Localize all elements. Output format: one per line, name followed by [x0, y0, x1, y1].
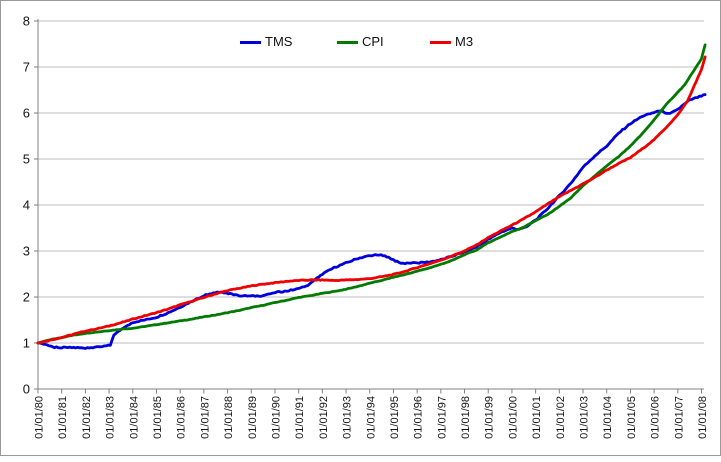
svg-text:01/01/07: 01/01/07 [673, 396, 685, 439]
svg-text:01/01/85: 01/01/85 [152, 396, 164, 439]
svg-text:01/01/87: 01/01/87 [199, 396, 211, 439]
svg-text:01/01/01: 01/01/01 [531, 396, 543, 439]
svg-text:01/01/03: 01/01/03 [579, 396, 591, 439]
svg-text:8: 8 [23, 14, 30, 29]
svg-text:01/01/04: 01/01/04 [602, 396, 614, 439]
svg-text:5: 5 [23, 152, 30, 167]
svg-text:01/01/86: 01/01/86 [176, 396, 188, 439]
svg-text:01/01/81: 01/01/81 [57, 396, 69, 439]
svg-text:01/01/89: 01/01/89 [247, 396, 259, 439]
series-line-cpi [36, 43, 707, 345]
svg-text:01/01/93: 01/01/93 [342, 396, 354, 439]
svg-text:01/01/97: 01/01/97 [436, 396, 448, 439]
svg-text:3: 3 [23, 244, 30, 259]
svg-text:01/01/06: 01/01/06 [650, 396, 662, 439]
svg-text:01/01/08: 01/01/08 [697, 396, 709, 439]
series-line-tms [36, 93, 707, 350]
svg-text:01/01/99: 01/01/99 [484, 396, 496, 439]
svg-text:01/01/82: 01/01/82 [81, 396, 93, 439]
svg-text:4: 4 [23, 198, 30, 213]
svg-text:01/01/98: 01/01/98 [460, 396, 472, 439]
svg-text:01/01/00: 01/01/00 [507, 396, 519, 439]
svg-text:6: 6 [23, 106, 30, 121]
svg-text:7: 7 [23, 60, 30, 75]
svg-text:1: 1 [23, 336, 30, 351]
svg-text:01/01/05: 01/01/05 [626, 396, 638, 439]
svg-text:01/01/96: 01/01/96 [413, 396, 425, 439]
svg-text:0: 0 [23, 382, 30, 397]
svg-text:01/01/88: 01/01/88 [223, 396, 235, 439]
axes: 0 1 2 3 4 5 6 7 8 01/01/80 01/01/81 01/01/82 01/01/8… [23, 14, 709, 439]
svg-text:01/01/02: 01/01/02 [555, 396, 567, 439]
svg-text:2: 2 [23, 290, 30, 305]
svg-text:01/01/90: 01/01/90 [270, 396, 282, 439]
svg-text:01/01/83: 01/01/83 [105, 396, 117, 439]
svg-text:01/01/92: 01/01/92 [318, 396, 330, 439]
svg-text:01/01/94: 01/01/94 [365, 396, 377, 439]
series-line-m3 [36, 55, 707, 345]
svg-text:01/01/91: 01/01/91 [294, 396, 306, 439]
svg-text:01/01/84: 01/01/84 [128, 396, 140, 439]
gridlines [38, 20, 704, 344]
svg-text:01/01/80: 01/01/80 [34, 396, 46, 439]
svg-text:01/01/95: 01/01/95 [389, 396, 401, 439]
